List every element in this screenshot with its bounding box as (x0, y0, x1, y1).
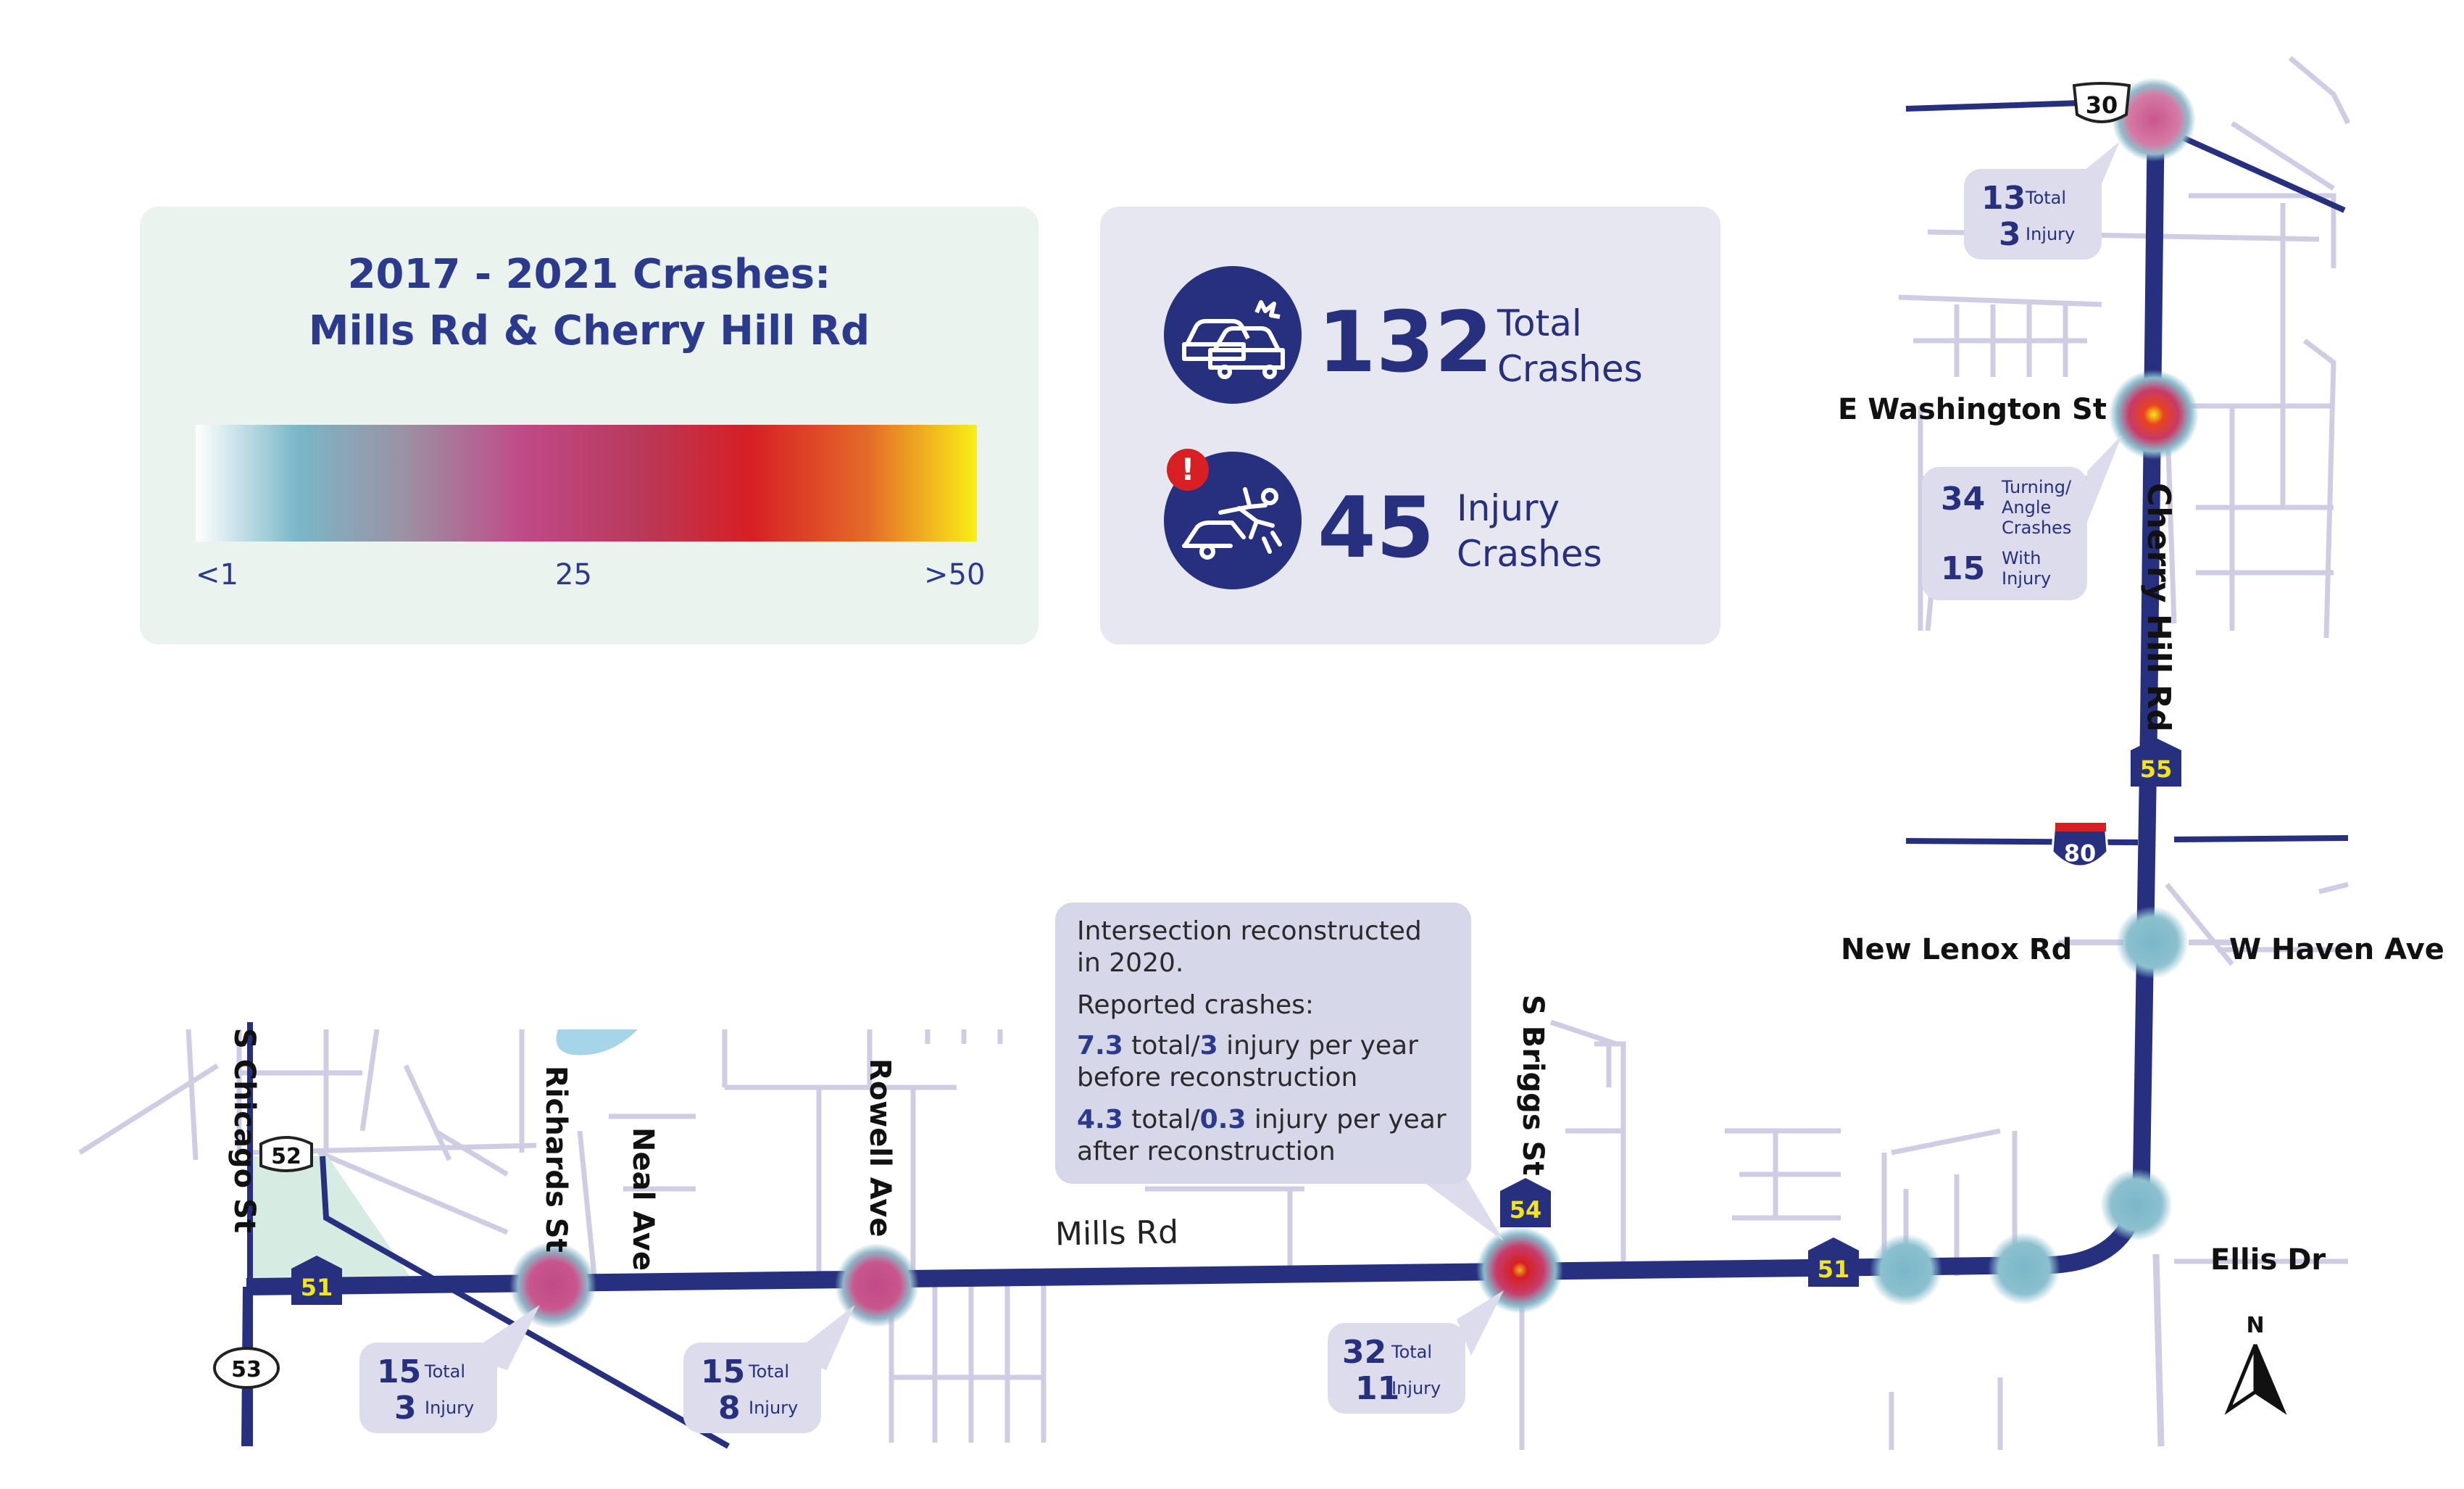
local-street-i80-east (2173, 835, 2349, 842)
note-after-label: after reconstruction (1077, 1137, 1336, 1166)
street-label-rowell: Rowell Ave (863, 1058, 896, 1237)
callout-richards: 15 Total 3 Injury (359, 1343, 497, 1433)
street-label-e-washington: E Washington St (1838, 393, 2107, 426)
callout-washington-injury-label-1: With (2002, 548, 2041, 568)
callout-us30-injury-label: Injury (2026, 224, 2076, 244)
callout-rowell-total-label: Total (749, 1361, 790, 1382)
street-label-s-briggs: S Briggs St (1516, 995, 1549, 1176)
hotspot-mills-east-2 (1988, 1232, 2060, 1305)
street-label-richards: Richards St (539, 1066, 573, 1253)
hotspot-rowell (835, 1243, 919, 1327)
note-before-rate: 7.3 total/3 injury per year (1077, 1031, 1418, 1061)
callout-rowell-injury: 8 (718, 1390, 741, 1427)
callout-washington-angle-label-3: Crashes (2002, 518, 2072, 538)
svg-text:51: 51 (301, 1274, 333, 1301)
street-label-s-chicago: S Chicago St (228, 1028, 261, 1233)
north-arrow-icon: N (2224, 1313, 2287, 1415)
callout-briggs-injury-label: Injury (1391, 1378, 1441, 1398)
svg-text:30: 30 (2086, 91, 2118, 119)
local-street-us30-east (2165, 128, 2346, 213)
svg-text:52: 52 (271, 1144, 301, 1169)
hotspot-e-washington (2109, 370, 2199, 460)
legend-min-label: <1 (196, 558, 238, 592)
hotspot-richards (509, 1242, 596, 1329)
injury-crashes-value: 45 (1318, 479, 1435, 577)
il52-shield: 52 (259, 1136, 313, 1172)
callout-us30-injury: 3 (1999, 216, 2021, 253)
legend-max-label: >50 (924, 558, 986, 592)
street-label-neal: Neal Ave (626, 1127, 659, 1271)
legend-panel: 2017 - 2021 Crashes: Mills Rd & Cherry H… (140, 207, 1039, 644)
us30-shield: 30 (2072, 82, 2131, 123)
callout-briggs-total: 32 (1342, 1334, 1387, 1371)
reconstruction-note: Intersection reconstructed in 2020. Repo… (1055, 903, 1471, 1184)
note-before-label: before reconstruction (1077, 1063, 1358, 1092)
crash-hotspots (509, 78, 2199, 1329)
il54-shield: 54 (1500, 1178, 1551, 1227)
callout-us30-total-label: Total (2026, 188, 2067, 208)
water-body (556, 1029, 638, 1055)
summary-panel: 132 Total Crashes ! 45 Injury Crashes (1100, 207, 1720, 644)
street-label-new-lenox: New Lenox Rd (1841, 933, 2073, 966)
callout-briggs-total-label: Total (1391, 1342, 1433, 1362)
note-line-2: in 2020. (1077, 948, 1184, 978)
svg-text:53: 53 (231, 1357, 262, 1382)
il51-west-shield: 51 (291, 1256, 342, 1305)
legend-mid-label: 25 (555, 558, 592, 592)
callout-us30: 13 Total 3 Injury (1964, 169, 2102, 260)
local-street-chicago (320, 1156, 730, 1449)
note-after-rate: 4.3 total/0.3 injury per year (1077, 1105, 1447, 1135)
i80-shield: 80 (2051, 821, 2109, 868)
hotspot-briggs (1476, 1227, 1563, 1314)
callout-rowell-total: 15 (701, 1353, 746, 1390)
injury-crashes-label-1: Injury (1457, 487, 1560, 529)
total-crashes-label-1: Total (1497, 302, 1582, 344)
legend-color-scale (196, 425, 977, 542)
il53-shield: 53 (213, 1347, 280, 1389)
svg-text:55: 55 (2140, 755, 2173, 783)
street-label-ellis: Ellis Dr (2210, 1243, 2326, 1277)
callout-rowell-injury-label: Injury (749, 1398, 799, 1418)
hotspot-new-lenox (2116, 906, 2189, 979)
hotspot-us30 (2112, 78, 2196, 162)
svg-text:51: 51 (1818, 1256, 1850, 1283)
callout-rowell: 15 Total 8 Injury (683, 1343, 821, 1433)
total-crashes-value: 132 (1318, 294, 1494, 391)
callout-briggs-injury: 11 (1355, 1370, 1400, 1407)
svg-text:80: 80 (2064, 839, 2097, 867)
street-label-w-haven: W Haven Ave (2229, 933, 2444, 966)
callout-richards-injury-label: Injury (425, 1398, 475, 1418)
legend-title-line1: 2017 - 2021 Crashes: (347, 251, 831, 298)
car-crash-icon (1164, 266, 1302, 404)
callout-washington-angle-label-1: Turning/ (2002, 477, 2072, 497)
callout-us30-total: 13 (1981, 180, 2026, 217)
svg-text:54: 54 (1510, 1196, 1542, 1224)
il51-east-shield: 51 (1808, 1237, 1859, 1287)
callout-richards-total: 15 (377, 1353, 422, 1390)
alert-icon: ! (1167, 449, 1209, 491)
injury-crashes-label-2: Crashes (1457, 533, 1602, 575)
callout-washington-injury: 15 (1941, 550, 1986, 587)
callout-washington-injury-label-2: Injury (2002, 568, 2052, 589)
callout-washington-angle-label-2: Angle (2002, 497, 2052, 518)
callout-richards-total-label: Total (425, 1361, 466, 1382)
hotspot-mills-east-1 (1870, 1234, 1942, 1306)
callout-washington-angle: 34 (1941, 481, 1986, 518)
hotspot-ellis (2100, 1169, 2173, 1241)
note-line-1: Intersection reconstructed (1077, 916, 1422, 946)
street-label-cherry-hill: Cherry Hill Rd (2140, 483, 2177, 732)
il55-shield: 55 (2131, 738, 2181, 787)
callout-richards-injury: 3 (394, 1390, 417, 1427)
note-line-3: Reported crashes: (1077, 990, 1315, 1020)
callout-briggs: 32 Total 11 Injury (1328, 1323, 1465, 1414)
callout-e-washington: 34 Turning/ Angle Crashes 15 With Injury (1922, 467, 2087, 600)
svg-text:N: N (2246, 1313, 2264, 1338)
road-label-mills: Mills Rd (1054, 1214, 1179, 1253)
legend-title-line2: Mills Rd & Cherry Hill Rd (308, 307, 870, 354)
local-street-ellis (2152, 1253, 2165, 1447)
total-crashes-label-2: Crashes (1497, 348, 1643, 390)
